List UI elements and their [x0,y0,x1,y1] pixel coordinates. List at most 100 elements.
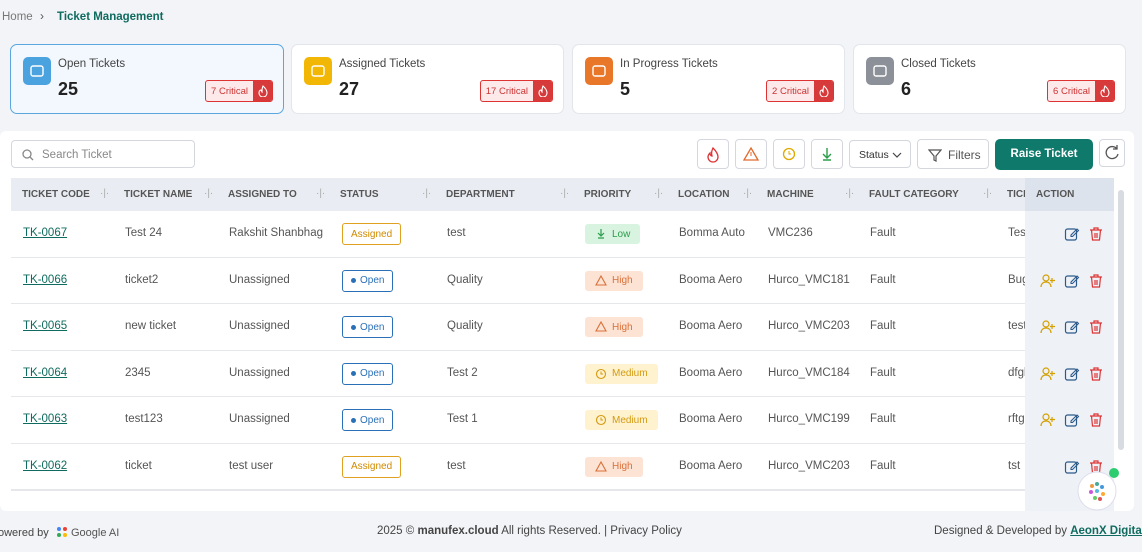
edit-button[interactable] [1064,226,1080,247]
critical-flame [1095,81,1114,101]
search-box[interactable]: Search Ticket [11,140,195,168]
raise-ticket-button[interactable]: Raise Ticket [995,139,1093,170]
column-resizer[interactable]: ·|· [100,188,110,199]
column-resizer[interactable]: ·|· [316,188,326,199]
edit-button[interactable] [1064,459,1080,480]
delete-button[interactable] [1088,273,1104,294]
cell-text: Hurco_VMC203 [768,459,850,472]
priority-label: Medium [612,368,648,379]
edit-button[interactable] [1064,412,1080,433]
company-link[interactable]: AeonX Digital [1070,525,1142,537]
stat-card[interactable]: Open Tickets 25 7 Critical [10,44,284,114]
breadcrumb-sep: › [40,9,44,23]
delete-button[interactable] [1088,366,1104,387]
chevron [892,152,902,158]
cell-text: VMC236 [768,227,813,239]
medium-filter[interactable] [773,139,805,169]
chat-widget[interactable] [1076,466,1122,512]
ticket-code-link[interactable]: TK-0064 [23,366,68,379]
privacy-link[interactable]: Privacy Policy [610,525,682,537]
cell-text: test user [229,459,274,472]
priority-svg [595,274,607,286]
edit-button[interactable] [1064,366,1080,387]
status-dot [351,324,356,330]
ticket-code-link[interactable]: TK-0067 [23,227,68,239]
column-resizer[interactable]: ·|· [422,188,432,199]
delete-button[interactable] [1088,226,1104,247]
stat-card[interactable]: Assigned Tickets 27 17 Critical [291,44,564,114]
column-resizer[interactable]: ·|· [654,188,664,199]
assign-button[interactable] [1040,319,1056,340]
critical-flame [253,81,272,101]
assign-button[interactable] [1040,366,1056,387]
cell-text: 2345 [125,366,151,379]
cell-text: Test 1 [447,413,478,425]
low-filter[interactable] [811,139,843,169]
delete-button[interactable] [1088,412,1104,433]
column-header: ASSIGNED TO [228,189,297,200]
cell-text: Bug [1008,273,1029,286]
critical-flame [533,81,552,101]
cell-text: test [447,459,466,472]
card-icon [585,57,613,85]
column-header: LOCATION [678,189,730,200]
designed-label: Designed & Developed by [934,525,1067,537]
cell-text: Hurco_VMC181 [768,273,850,286]
down-icon [822,148,832,161]
designed-by: Designed & Developed by AeonX Digital [934,524,1142,538]
ticket-code-link[interactable]: TK-0062 [23,459,68,472]
column-resizer[interactable]: ·|· [983,188,993,199]
edit-button-svg [1064,228,1080,241]
flame [257,85,268,97]
priority-svg [595,460,607,472]
cell-text: Fault [870,413,896,425]
assign-button-svg [1040,413,1055,427]
filters-button[interactable]: Filters [917,139,989,169]
ticket-code-link[interactable]: TK-0065 [23,320,68,332]
delete-button-svg [1090,320,1102,334]
card-title: Closed Tickets [901,58,976,70]
stat-card[interactable]: Closed Tickets 6 6 Critical [853,44,1126,114]
table-header [11,178,1114,211]
ticket-code-link[interactable]: TK-0066 [23,273,68,286]
priority-icon [595,274,607,287]
column-header: TICKET NAME [124,189,193,200]
scrollbar [1118,190,1124,450]
card-icon-svg [30,65,44,77]
column-resizer[interactable]: ·|· [560,188,570,199]
status-label: Open [360,321,385,333]
cell-text: Rakshit Shanbhag [229,227,323,239]
column-header: FAULT CATEGORY [869,189,959,200]
edit-button[interactable] [1064,319,1080,340]
funnel-icon [928,149,942,162]
assign-button[interactable] [1040,273,1056,294]
cell-text: Booma Aero [679,273,743,286]
priority-badge: Medium [585,363,658,384]
flame [537,85,548,97]
delete-button[interactable] [1088,319,1104,340]
card-icon-svg [873,65,887,77]
edit-button-svg [1064,274,1080,288]
priority-badge: High [585,317,643,337]
card-count: 27 [339,79,360,99]
breadcrumb-home[interactable]: Home [2,11,33,23]
critical-filter[interactable] [697,139,729,169]
column-resizer[interactable]: ·|· [845,188,855,199]
edit-button[interactable] [1064,273,1080,294]
high-filter[interactable] [735,139,767,169]
cell-text: ticket2 [125,273,159,286]
action-header [1025,178,1114,211]
delete-button-svg [1090,227,1102,241]
copyright-year: 2025 © [377,525,415,537]
breadcrumb-current: Ticket Management [57,11,164,23]
refresh-button[interactable] [1099,139,1125,167]
column-header: TICK [1007,189,1031,200]
cell-text: Unassigned [229,366,290,379]
column-resizer[interactable]: ·|· [743,188,753,199]
ticket-code-link[interactable]: TK-0063 [23,413,68,425]
assign-button[interactable] [1040,412,1056,433]
column-resizer[interactable]: ·|· [204,188,214,199]
stat-card[interactable]: In Progress Tickets 5 2 Critical [572,44,845,114]
status-dropdown[interactable]: Status [849,140,911,168]
